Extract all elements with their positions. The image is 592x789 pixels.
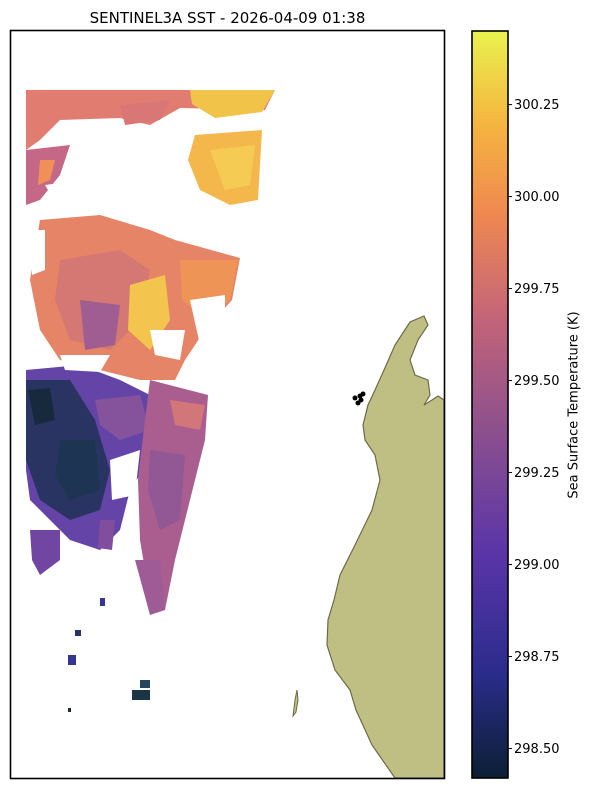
land-mass	[292, 315, 444, 778]
station-markers	[352, 391, 366, 406]
colorbar-gradient	[472, 31, 508, 778]
colorbar-tick-label: 299.75	[514, 282, 560, 297]
colorbar-tick-label: 299.00	[514, 558, 560, 573]
map-title: SENTINEL3A SST - 2026-04-09 01:38	[89, 9, 366, 27]
colorbar-tick-label: 298.50	[514, 742, 560, 757]
colorbar-tick-label: 300.25	[514, 98, 560, 113]
colorbar-label: Sea Surface Temperature (K)	[566, 311, 582, 499]
map-area	[26, 90, 444, 778]
sst-swath	[26, 90, 275, 712]
map-frame	[9, 29, 446, 780]
colorbar-tick-label: 300.00	[514, 190, 560, 205]
colorbar-tick-label: 298.75	[514, 650, 560, 665]
colorbar-ticks: 300.25 300.00 299.75 299.50 299.25 299.00 298.…	[508, 98, 560, 757]
colorbar-tick-label: 299.25	[514, 466, 560, 481]
colorbar: 300.25 300.00 299.75 299.50 299.25 299.00 298.…	[471, 30, 560, 779]
colorbar-tick-label: 299.50	[514, 374, 560, 389]
colorbar-frame	[471, 30, 509, 779]
